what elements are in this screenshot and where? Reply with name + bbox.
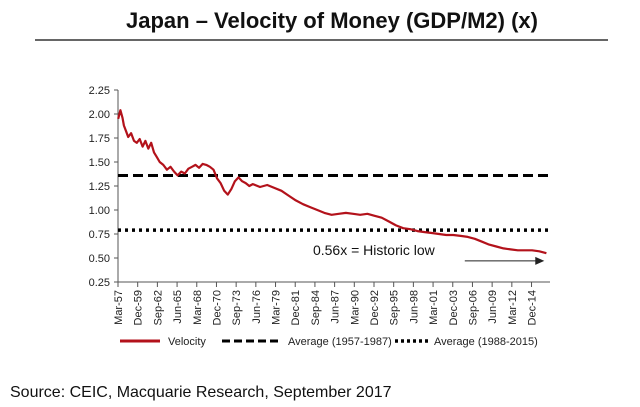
source-note: Source: CEIC, Macquarie Research, Septem…	[10, 384, 392, 401]
x-tick-label: Jun-98	[408, 290, 420, 324]
y-tick-label: 2.25	[89, 85, 110, 97]
y-tick-label: 1.75	[89, 133, 110, 145]
x-tick-label: Dec-59	[133, 290, 145, 325]
legend-label: Average (1957-1987)	[288, 336, 392, 348]
annotation-historic-low: 0.56x = Historic low	[313, 242, 436, 258]
x-tick-label: Sep-73	[231, 290, 243, 325]
y-tick-label: 0.25	[89, 277, 110, 289]
series-lines	[117, 109, 547, 255]
x-tick-label: Sep-06	[467, 290, 479, 325]
x-tick-label: Jun-76	[251, 290, 263, 324]
x-tick-label: Sep-84	[310, 290, 322, 325]
x-axis-ticks: Mar-57 Dec-59 Sep-62 Jun-65 Mar-68 Dec-70 Sep-…	[113, 282, 539, 325]
y-axis-ticks: 2.25 2.00 1.75 1.50 1.25 1.00 0.75 0.50 0.25	[89, 85, 118, 289]
reference-lines	[118, 173, 550, 232]
legend: Velocity Average (1957-1987) Average (1988…	[120, 336, 538, 348]
annotations: 0.56x = Historic low	[313, 242, 545, 265]
x-tick-label: Mar-12	[507, 290, 519, 325]
legend-label: Velocity	[168, 336, 206, 348]
y-tick-label: 1.25	[89, 181, 110, 193]
y-tick-label: 0.75	[89, 229, 110, 241]
x-tick-label: Mar-01	[428, 290, 440, 325]
x-tick-label: Jun-65	[172, 290, 184, 324]
x-tick-label: Sep-62	[152, 290, 164, 325]
x-tick-label: Mar-68	[192, 290, 204, 325]
chart-title: Japan – Velocity of Money (GDP/M2) (x)	[126, 8, 538, 33]
x-tick-label: Mar-79	[271, 290, 283, 325]
x-tick-label: Jun-87	[330, 290, 342, 324]
legend-label: Average (1988-2015)	[434, 336, 538, 348]
arrow-head	[535, 256, 545, 265]
x-tick-label: Jun-09	[487, 290, 499, 324]
x-tick-label: Dec-81	[290, 290, 302, 325]
x-tick-label: Mar-90	[349, 290, 361, 325]
x-tick-label: Sep-95	[389, 290, 401, 325]
x-tick-label: Dec-92	[369, 290, 381, 325]
y-tick-label: 2.00	[89, 109, 110, 121]
series-line-velocity	[117, 109, 547, 255]
x-tick-label: Dec-14	[527, 290, 539, 325]
y-tick-label: 1.00	[89, 205, 110, 217]
y-tick-label: 0.50	[89, 253, 110, 265]
x-tick-label: Dec-03	[448, 290, 460, 325]
x-tick-label: Mar-57	[113, 290, 125, 325]
x-tick-label: Dec-70	[211, 290, 223, 325]
y-tick-label: 1.50	[89, 157, 110, 169]
